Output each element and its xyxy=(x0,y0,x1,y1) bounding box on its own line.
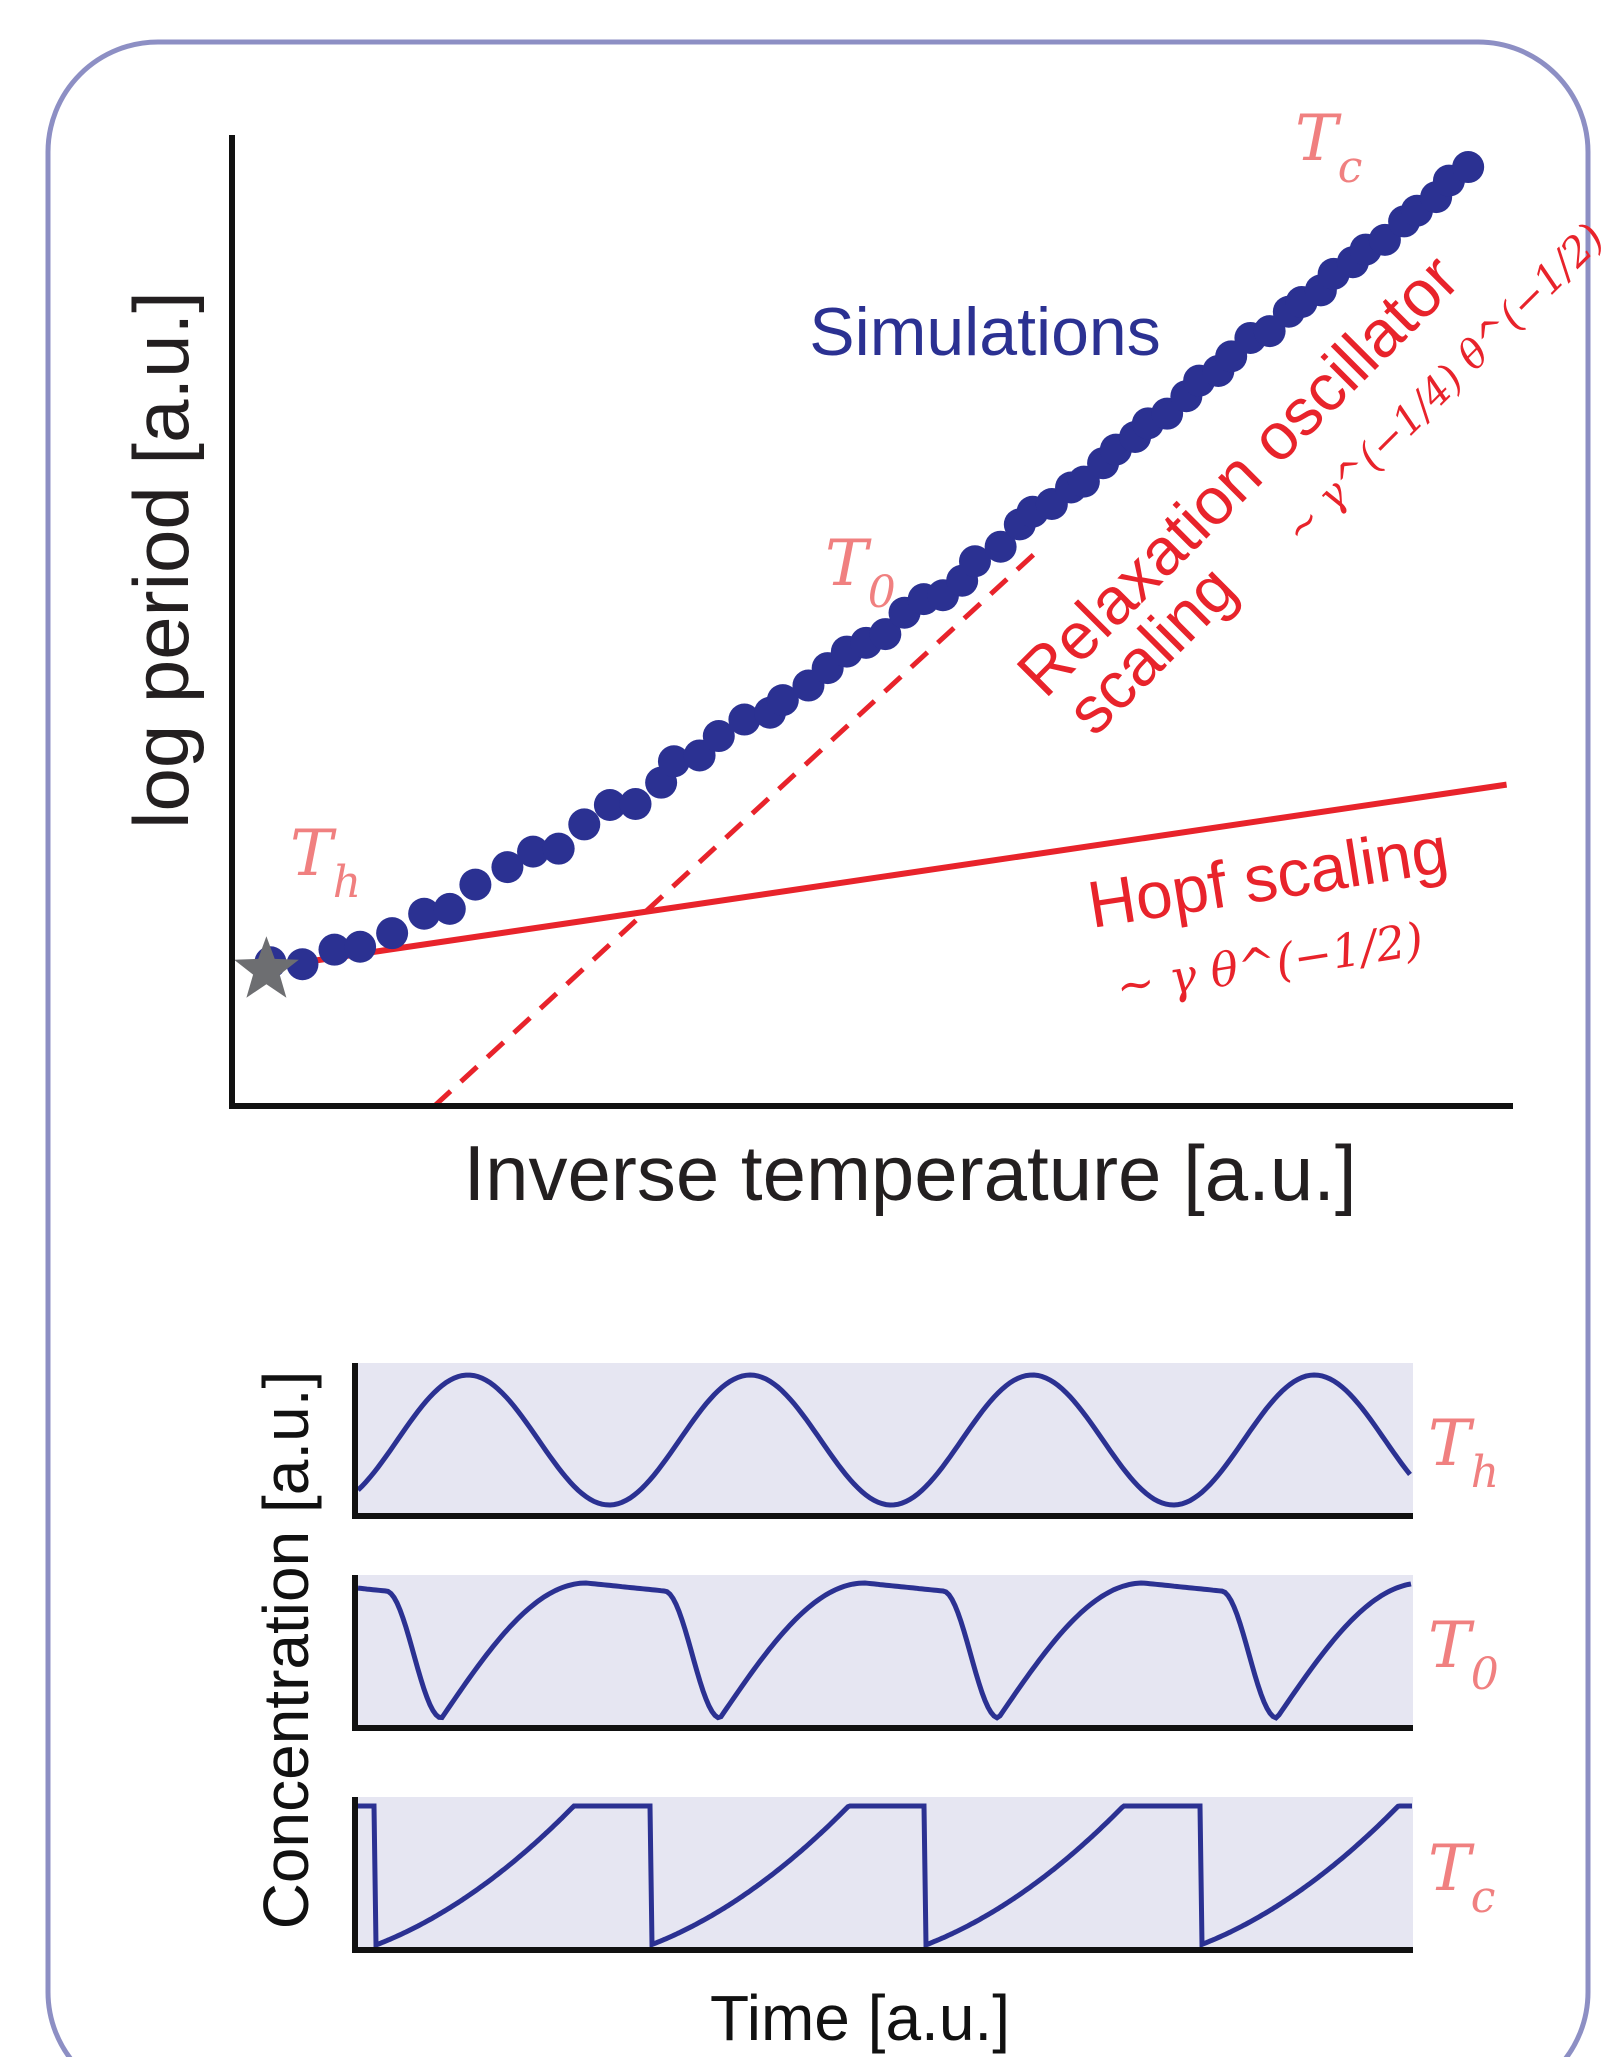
t0-panel-sub: 0 xyxy=(1471,1649,1499,1700)
simulation-point xyxy=(619,788,652,821)
simulations-label: Simulations xyxy=(809,294,1161,370)
simulation-point xyxy=(766,684,799,717)
label-t0-top: T0 xyxy=(825,527,896,618)
simulation-point xyxy=(286,948,319,981)
simulation-point xyxy=(702,720,735,753)
simulation-point xyxy=(408,897,441,930)
th-letter: T xyxy=(290,817,337,891)
simulation-point xyxy=(728,703,761,736)
tc-sub: c xyxy=(1338,142,1363,193)
simulation-point xyxy=(517,835,550,868)
simulation-point xyxy=(491,851,524,884)
simulation-point xyxy=(344,930,377,963)
simulation-point xyxy=(318,933,351,966)
hopf-annotation: Hopf scaling ∼ γ θ^(−1/2) xyxy=(1083,812,1453,1014)
label-t0-panel: T0 xyxy=(1428,1609,1499,1700)
star-icon xyxy=(234,936,299,998)
th-panel-sub: h xyxy=(1471,1447,1499,1498)
label-th-panel: Th xyxy=(1428,1407,1499,1498)
label-th-top: Th xyxy=(290,817,361,908)
waveform-tc xyxy=(358,1803,1412,1949)
simulation-point xyxy=(958,545,991,578)
concentration-axis-label: Concentration [a.u.] xyxy=(250,1371,322,1930)
panel-axes-tc xyxy=(352,1797,1413,1953)
t0-panel-letter: T xyxy=(1428,1609,1475,1683)
time-series-panels: Th T0 Tc Time [a.u.] Concentration [a.u.… xyxy=(250,1363,1499,2054)
simulation-point xyxy=(459,868,492,901)
figure-frame xyxy=(45,39,1591,2057)
hopf-scaling-line xyxy=(269,781,1508,971)
y-axis-label: log period [a.u.] xyxy=(117,291,205,829)
panel-bg-tc xyxy=(355,1797,1413,1947)
label-tc-top: Tc xyxy=(1295,102,1362,193)
t0-letter: T xyxy=(825,527,872,601)
panel-axes-t0 xyxy=(352,1575,1413,1731)
tc-panel-letter: T xyxy=(1428,1832,1475,1906)
simulation-markers xyxy=(254,151,1485,981)
simulation-point xyxy=(657,745,690,778)
simulation-point xyxy=(869,618,902,651)
simulation-point xyxy=(593,788,626,821)
simulation-point xyxy=(683,739,716,772)
simulation-point xyxy=(568,808,601,841)
simulation-point xyxy=(433,892,466,925)
simulation-point xyxy=(376,917,409,950)
panel-bg-th xyxy=(355,1363,1413,1513)
simulation-point xyxy=(542,832,575,865)
label-tc-panel: Tc xyxy=(1428,1832,1495,1923)
relaxation-scaling-line xyxy=(432,547,1041,1108)
simulation-point xyxy=(984,530,1017,563)
t0-sub: 0 xyxy=(868,567,896,618)
th-sub: h xyxy=(333,857,361,908)
th-panel-letter: T xyxy=(1428,1407,1475,1481)
tc-letter: T xyxy=(1295,102,1342,176)
tc-panel-sub: c xyxy=(1471,1872,1496,1923)
waveform-t0 xyxy=(357,1580,1412,1721)
waveform-th xyxy=(356,1372,1412,1508)
main-chart: Inverse temperature [a.u.] log period [a… xyxy=(117,102,1614,1217)
panel-axes-th xyxy=(352,1363,1413,1519)
time-axis-label: Time [a.u.] xyxy=(710,1982,1010,2054)
simulation-point xyxy=(1253,315,1286,348)
x-axis-label: Inverse temperature [a.u.] xyxy=(463,1129,1356,1217)
simulation-point xyxy=(1452,151,1485,184)
panel-bg-t0 xyxy=(355,1575,1413,1725)
